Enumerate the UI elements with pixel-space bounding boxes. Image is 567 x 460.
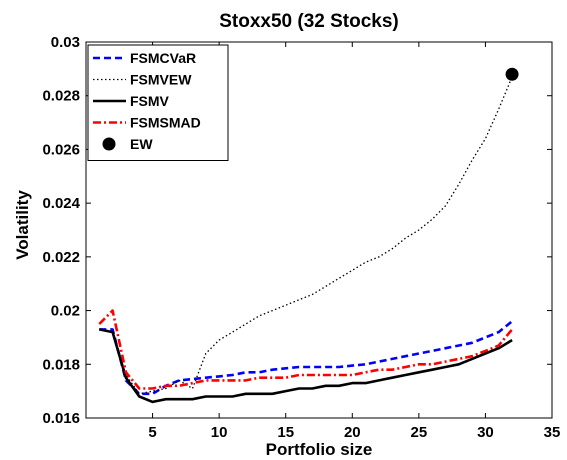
legend: FSMCVaR FSMVEW FSMV FSMSMAD EW (87, 44, 229, 161)
x-tick-label: 15 (277, 424, 294, 441)
x-tick-label: 5 (148, 424, 156, 441)
y-axis-title: Volatility (13, 190, 32, 260)
series-layer (98, 67, 519, 404)
x-tick-label: 20 (344, 424, 361, 441)
y-tick-label: 0.026 (42, 141, 80, 158)
y-tick-label: 0.024 (42, 195, 80, 212)
series-line-fsmv (99, 328, 513, 404)
axes-layer (85, 41, 553, 419)
x-axis-title: Portfolio size (266, 440, 373, 459)
legend-label-fsmvew: FSMVEW (130, 72, 192, 88)
x-tick-label: 10 (211, 424, 228, 441)
y-tick-label: 0.02 (51, 303, 80, 320)
x-tick-label: 30 (477, 424, 494, 441)
ticks-layer: 5 10 15 20 25 30 35 0.016 0.018 0.02 0.022 0.024 0.0… (42, 34, 560, 441)
legend-label-fsmcvar: FSMCVaR (130, 50, 196, 66)
point-ew (505, 67, 519, 81)
plot-frame (85, 41, 553, 419)
y-tick-label: 0.028 (42, 88, 80, 105)
legend-swatch-ew (102, 137, 116, 151)
series-line-fsmvew (99, 76, 513, 395)
chart-title: Stoxx50 (32 Stocks) (219, 11, 399, 32)
x-tick-label: 25 (411, 424, 428, 441)
y-tick-label: 0.03 (51, 34, 80, 51)
series-line-fsmsmad (98, 309, 514, 390)
y-tick-label: 0.022 (42, 249, 80, 266)
y-tick-label: 0.018 (42, 356, 80, 373)
legend-label-fsmv: FSMV (130, 93, 170, 109)
x-tick-label: 35 (544, 424, 561, 441)
y-tick-label: 0.016 (42, 410, 80, 427)
legend-label-ew: EW (130, 136, 153, 152)
legend-label-fsmsmad: FSMSMAD (130, 115, 201, 131)
